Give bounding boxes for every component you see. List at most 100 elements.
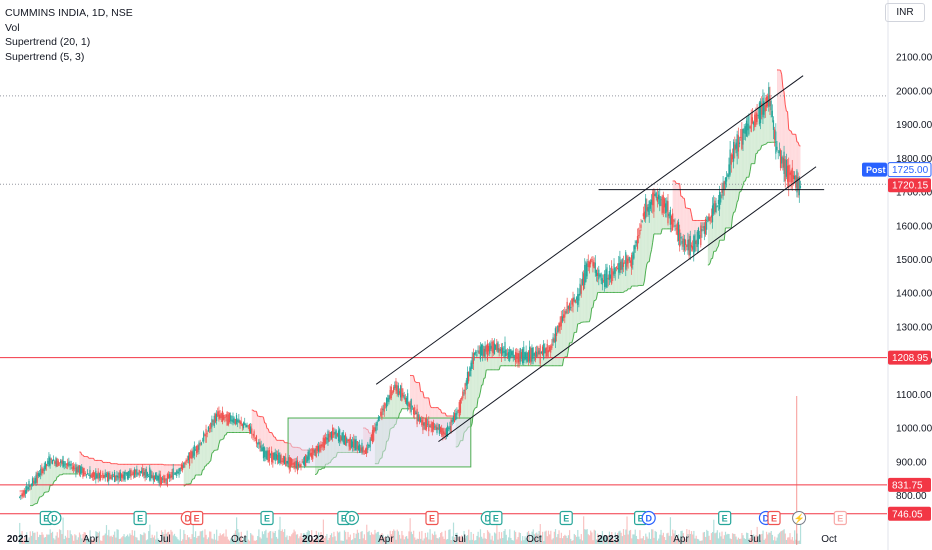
candle (548, 350, 549, 352)
candle (45, 461, 46, 469)
volume-bar (265, 530, 266, 544)
volume-bar (775, 541, 776, 544)
volume-bar (360, 532, 361, 544)
candle (462, 391, 463, 398)
candle (326, 438, 327, 440)
candle (278, 453, 279, 463)
volume-bar (502, 538, 503, 544)
volume-bar (296, 535, 297, 544)
volume-bar (648, 539, 649, 544)
symbol-title[interactable]: CUMMINS INDIA, 1D, NSE (5, 6, 133, 21)
candle (312, 448, 313, 459)
volume-bar (279, 517, 280, 544)
volume-bar (180, 529, 181, 544)
candle (380, 412, 381, 416)
candle (115, 476, 116, 481)
volume-bar (408, 531, 409, 544)
candle (205, 429, 206, 443)
candle (106, 474, 107, 477)
volume-bar (694, 539, 695, 544)
candle (75, 464, 76, 473)
volume-bar (505, 529, 506, 544)
candle (717, 206, 718, 207)
candle (34, 478, 35, 484)
channel-trend-line[interactable] (376, 76, 803, 385)
candle (597, 273, 598, 276)
volume-bar (587, 529, 588, 544)
candle (489, 343, 490, 353)
volume-bar (187, 535, 188, 544)
volume-bar (61, 534, 62, 544)
volume-bar (725, 532, 726, 544)
candle (302, 462, 303, 463)
volume-bar (422, 540, 423, 544)
x-tick-label: Apr (378, 534, 394, 545)
candle (483, 349, 484, 357)
volume-bar (516, 539, 517, 544)
supertrend-20-1-label[interactable]: Supertrend (20, 1) (5, 35, 133, 50)
volume-bar (508, 537, 509, 544)
candle (676, 228, 677, 229)
volume-bar (336, 541, 337, 544)
candle (364, 451, 365, 452)
candle (720, 194, 721, 202)
candle (316, 446, 317, 457)
volume-bar (133, 536, 134, 544)
candle (180, 468, 181, 472)
volume-indicator-label[interactable]: Vol (5, 21, 133, 36)
supertrend-fill (38, 475, 39, 500)
volume-bar (143, 532, 144, 544)
currency-button[interactable]: INR (885, 3, 925, 22)
candle (93, 472, 94, 477)
volume-bar (628, 534, 629, 544)
candle (80, 466, 81, 473)
volume-bar (521, 541, 522, 544)
candle (754, 115, 755, 128)
volume-bar (291, 534, 292, 544)
candle (319, 445, 320, 452)
channel-trend-line[interactable] (438, 167, 816, 442)
volume-bar (490, 540, 491, 544)
candle (737, 134, 738, 156)
candle (120, 472, 121, 481)
volume-bar (30, 531, 31, 544)
candle (783, 152, 784, 174)
candle (516, 353, 517, 359)
candle (520, 348, 521, 362)
candle (231, 420, 232, 422)
candle (222, 411, 223, 422)
candle (765, 105, 766, 112)
candle (534, 353, 535, 356)
volume-bar (65, 536, 66, 544)
candle (352, 441, 353, 447)
x-tick-label: Apr (673, 534, 689, 545)
candle (340, 436, 341, 441)
consolidation-zone[interactable] (288, 418, 471, 467)
supertrend-5-3-label[interactable]: Supertrend (5, 3) (5, 50, 133, 65)
candle (509, 349, 510, 360)
candle (283, 456, 284, 463)
level-price-tag: 1208.95 (892, 353, 929, 364)
volume-bar (576, 537, 577, 544)
candle (275, 452, 276, 461)
y-tick-label: 1400.00 (896, 289, 932, 300)
volume-bar (767, 534, 768, 544)
volume-bar (635, 530, 636, 544)
volume-bar (701, 540, 702, 544)
candle (530, 348, 531, 362)
candle (718, 200, 719, 204)
candle (209, 428, 210, 429)
volume-bar (250, 533, 251, 544)
volume-bar (575, 535, 576, 544)
candle (306, 456, 307, 462)
volume-bar (626, 516, 627, 544)
supertrend-line (42, 496, 43, 497)
candle (697, 232, 698, 247)
volume-bar (438, 539, 439, 544)
candle (449, 426, 450, 430)
candle (681, 241, 682, 244)
volume-bar (255, 541, 256, 544)
volume-bar (394, 531, 395, 544)
volume-bar (222, 534, 223, 544)
